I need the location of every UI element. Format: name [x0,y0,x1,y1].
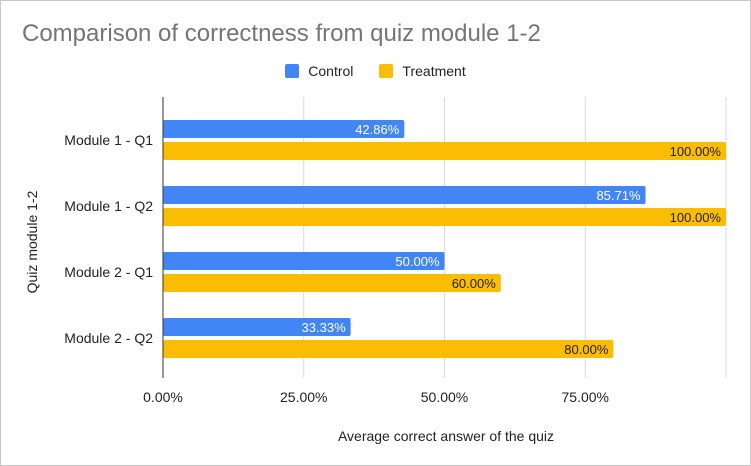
bar-control-3[interactable] [163,318,351,336]
category-label: Module 2 - Q2 [64,330,153,346]
bar-data-label: 33.33% [302,320,347,335]
x-tick-labels: 0.00% 25.00% 50.00% 75.00% [143,389,609,405]
x-tick-label: 25.00% [280,389,327,405]
bar-data-label: 80.00% [564,342,609,357]
bar-treatment-3[interactable] [163,340,614,358]
bar-data-label: 42.86% [355,122,400,137]
bar-control-1[interactable] [163,186,646,204]
category-label: Module 1 - Q2 [64,198,153,214]
y-axis-title: Quiz module 1-2 [24,190,40,293]
bar-data-label: 60.00% [452,276,497,291]
legend-swatch-control [285,64,300,78]
bar-treatment-2[interactable] [163,274,501,292]
legend-label-control: Control [308,63,354,79]
chart-title: Comparison of correctness from quiz modu… [22,20,541,47]
x-tick-label: 75.00% [562,389,609,405]
legend-entry-treatment[interactable]: Treatment [379,63,466,79]
bar-data-label: 85.71% [596,188,641,203]
bar-control-2[interactable] [163,252,445,270]
x-tick-label: 0.00% [143,389,183,405]
x-tick-label: 50.00% [421,389,468,405]
category-label: Module 1 - Q1 [64,132,153,148]
gridlines [303,97,727,378]
legend-swatch-treatment [379,64,394,78]
x-axis-title: Average correct answer of the quiz [338,428,554,444]
legend-entry-control[interactable]: Control [285,63,353,79]
bar-data-label: 100.00% [670,210,722,225]
bars: 42.86% 100.00% 85.71% 100.00% 50.00% 60.00% 33… [163,120,726,358]
bar-data-label: 50.00% [395,254,440,269]
category-labels: Module 1 - Q1 Module 1 - Q2 Module 2 - Q1 M… [64,132,153,346]
bar-control-0[interactable] [163,120,405,138]
bar-data-label: 100.00% [670,144,722,159]
bar-treatment-0[interactable] [163,142,726,160]
bar-treatment-1[interactable] [163,208,726,226]
legend-label-treatment: Treatment [402,63,466,79]
category-label: Module 2 - Q1 [64,264,153,280]
legend: Control Treatment [0,63,751,79]
